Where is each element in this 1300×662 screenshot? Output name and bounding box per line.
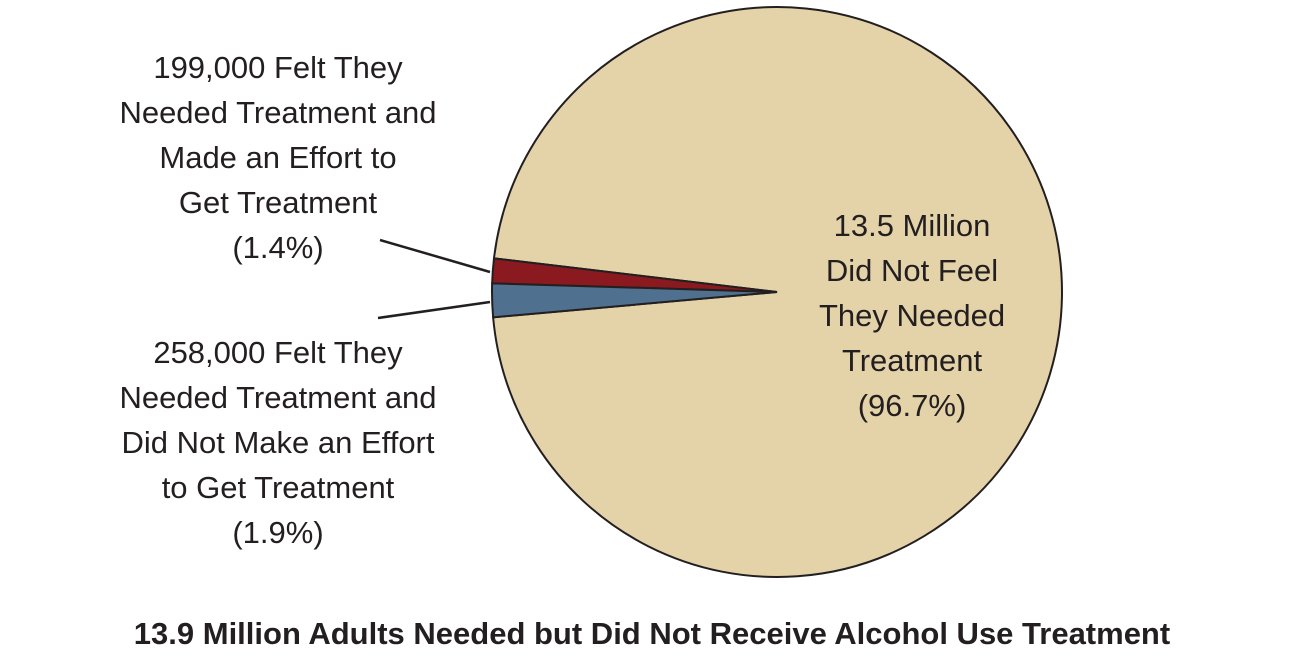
- slice-label: Get Treatment: [179, 185, 378, 220]
- leader-line: [379, 238, 491, 274]
- slice-label: Needed Treatment and: [119, 95, 436, 130]
- slice-label: 258,000 Felt They: [153, 335, 403, 370]
- slice-label: Treatment: [842, 343, 983, 378]
- slice-label: Did Not Feel: [826, 253, 998, 288]
- slice-label: Did Not Make an Effort: [121, 425, 434, 460]
- slice-label: Needed Treatment and: [119, 380, 436, 415]
- slice-label: Made an Effort to: [159, 140, 396, 175]
- chart-title: 13.9 Million Adults Needed but Did Not R…: [134, 616, 1170, 651]
- leader-line: [377, 300, 491, 320]
- slice-label: They Needed: [819, 298, 1005, 333]
- value-label: (96.7%): [858, 388, 967, 423]
- slice-label: to Get Treatment: [162, 470, 395, 505]
- value-label: (1.4%): [232, 230, 323, 265]
- pie-slice: [490, 282, 778, 319]
- slice-label: 13.5 Million: [834, 208, 991, 243]
- value-label: (1.9%): [232, 515, 323, 550]
- pie-slice: [492, 6, 1063, 578]
- slice-label: 199,000 Felt They: [153, 50, 403, 85]
